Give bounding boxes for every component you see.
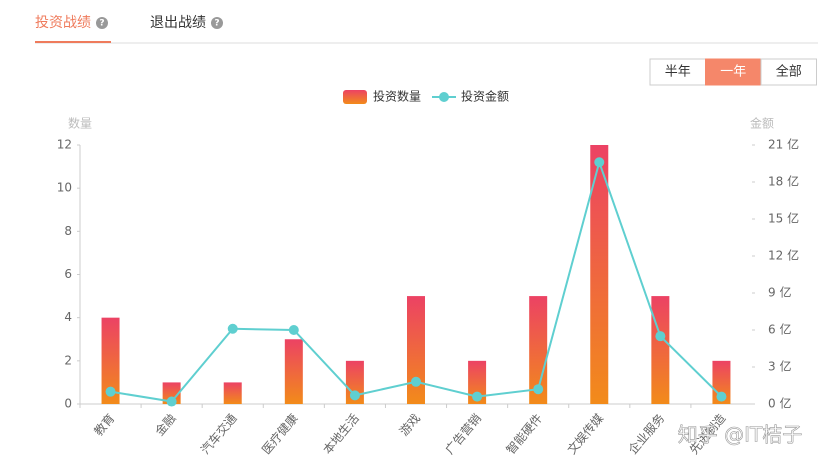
x-tick-label: 汽车交通 [197, 411, 239, 457]
line-point [716, 391, 727, 402]
y-title: 数量 [68, 116, 92, 131]
y2-tick-label: 15 亿 [768, 211, 799, 226]
line-point [105, 386, 116, 397]
help-mark: ? [99, 19, 104, 29]
bar [284, 339, 303, 404]
x-tick-label: 本地生活 [320, 411, 362, 457]
x-tick-label: 广告营销 [442, 411, 484, 457]
range-button[interactable] [760, 58, 817, 86]
range-button-label[interactable]: 一年 [720, 65, 746, 80]
line-point [594, 157, 605, 168]
tab[interactable]: 投资战绩 [35, 15, 91, 31]
y2-title: 金额 [750, 116, 774, 131]
watermark: 知乎 @IT桔子 [678, 423, 802, 447]
legend-label[interactable]: 投资金额 [461, 89, 509, 104]
range-button-label[interactable]: 全部 [776, 64, 802, 80]
bar [101, 317, 120, 404]
bar [468, 360, 487, 404]
line-point [411, 376, 421, 387]
line-point [472, 391, 483, 402]
y2-tick-label: 6 亿 [768, 322, 791, 337]
line-point [533, 384, 544, 395]
x-tick-label: 智能硬件 [503, 411, 545, 457]
bar [162, 382, 181, 404]
line-point [288, 325, 299, 335]
legend-label[interactable]: 投资数量 [373, 89, 421, 104]
x-tick-label: 医疗健康 [258, 411, 300, 457]
tab[interactable]: 退出战绩 [150, 15, 206, 31]
bar [407, 296, 425, 404]
y-tick-label: 12 [57, 138, 72, 152]
line-point [349, 390, 360, 401]
y-tick-label: 6 [64, 267, 72, 281]
y-tick-label: 2 [64, 353, 72, 367]
x-tick-label: 企业服务 [625, 411, 667, 457]
range-button-label[interactable]: 半年 [665, 65, 691, 80]
range-button[interactable] [705, 58, 762, 86]
y2-tick-label: 0 亿 [768, 396, 791, 411]
x-tick-label: 金融 [152, 411, 179, 439]
x-tick-label: 文娱传媒 [564, 411, 606, 457]
legend-swatch [343, 90, 367, 104]
y-tick-label: 10 [57, 181, 72, 195]
y-tick-label: 4 [64, 310, 72, 324]
bar [223, 382, 242, 404]
help-icon [211, 17, 223, 29]
x-tick-label: 游戏 [397, 411, 423, 438]
y2-tick-label: 21 亿 [768, 137, 799, 152]
bar [651, 296, 670, 404]
help-mark: ? [214, 19, 219, 29]
y2-tick-label: 3 亿 [768, 359, 791, 374]
tab-underline [35, 41, 111, 43]
line-point [655, 331, 666, 342]
help-icon [96, 17, 108, 29]
line-point [227, 323, 238, 334]
y2-tick-label: 12 亿 [768, 248, 799, 263]
y-tick-label: 8 [64, 224, 72, 238]
bar [590, 145, 609, 404]
legend-swatch [439, 92, 449, 102]
y2-tick-label: 18 亿 [768, 174, 799, 189]
range-button[interactable] [649, 58, 706, 86]
bar [529, 296, 548, 404]
x-tick-label: 教育 [91, 411, 118, 439]
line-point [166, 396, 177, 407]
y-tick-label: 0 [64, 397, 72, 411]
y2-tick-label: 9 亿 [768, 285, 791, 300]
